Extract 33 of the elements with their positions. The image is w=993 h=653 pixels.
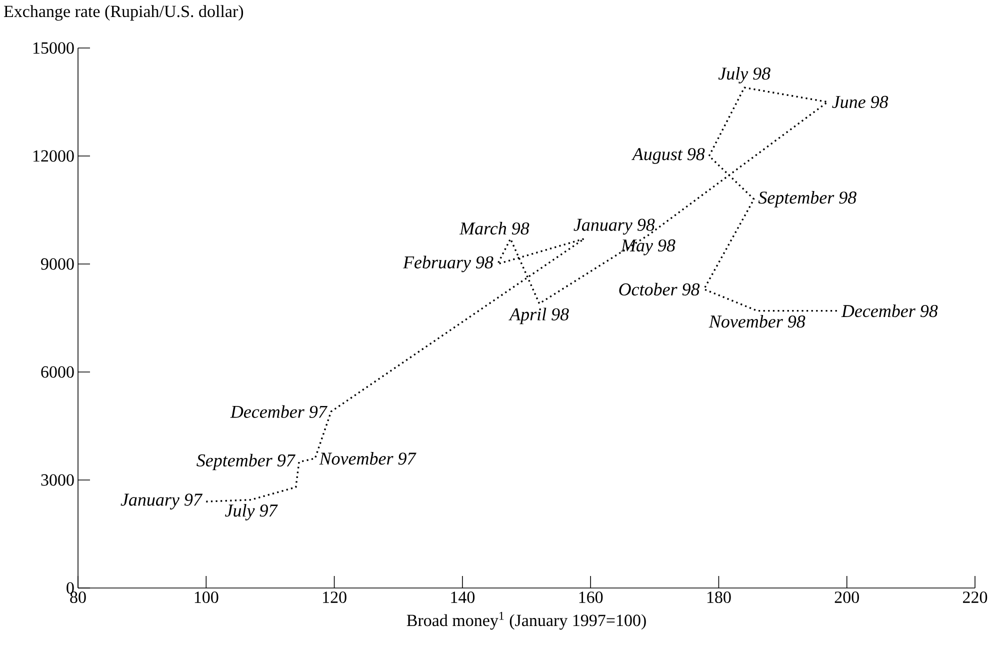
- annotation: September 97: [196, 454, 296, 470]
- annotation: January 98: [574, 218, 655, 235]
- annotation: July 98: [718, 67, 770, 84]
- annotation: October 98: [619, 282, 700, 296]
- x-tick-label: 180: [707, 592, 731, 603]
- x-tick-label: 120: [323, 592, 346, 603]
- y-tick-label: 6000: [41, 366, 74, 378]
- x-tick-label: 200: [834, 592, 859, 603]
- y-tick-label: 0: [66, 582, 74, 594]
- y-axis-title: Exchange rate (Rupiah/U.S. dollar): [4, 5, 244, 21]
- x-tick-label: 220: [963, 592, 988, 603]
- annotation: July 97: [225, 504, 278, 520]
- y-tick-label: 12000: [33, 150, 74, 162]
- x-tick-label: 160: [579, 592, 603, 603]
- annotation: June 98: [832, 96, 888, 108]
- x-tick-label: 140: [451, 592, 475, 603]
- annotation: November 97: [319, 452, 416, 465]
- annotation: August 98: [631, 148, 705, 164]
- annotation: February 98: [402, 256, 494, 272]
- annotation: September 98: [758, 191, 856, 208]
- annotation: April 98: [508, 308, 569, 324]
- y-tick-label: 15000: [33, 42, 74, 54]
- annotation: December 97: [230, 405, 328, 418]
- x-axis-title: Broad money$^{1}$ (January 1997=100): [406, 612, 646, 630]
- annotation: May 98: [620, 239, 676, 256]
- y-tick-label: 9000: [41, 258, 74, 270]
- x-tick-label: 80: [70, 592, 86, 603]
- y-tick-label: 3000: [41, 474, 74, 486]
- annotation: March 98: [459, 222, 530, 235]
- annotation: November 98: [708, 314, 806, 328]
- annotation: January 97: [120, 494, 203, 510]
- x-tick-label: 100: [194, 592, 218, 603]
- annotation: December 98: [841, 304, 938, 318]
